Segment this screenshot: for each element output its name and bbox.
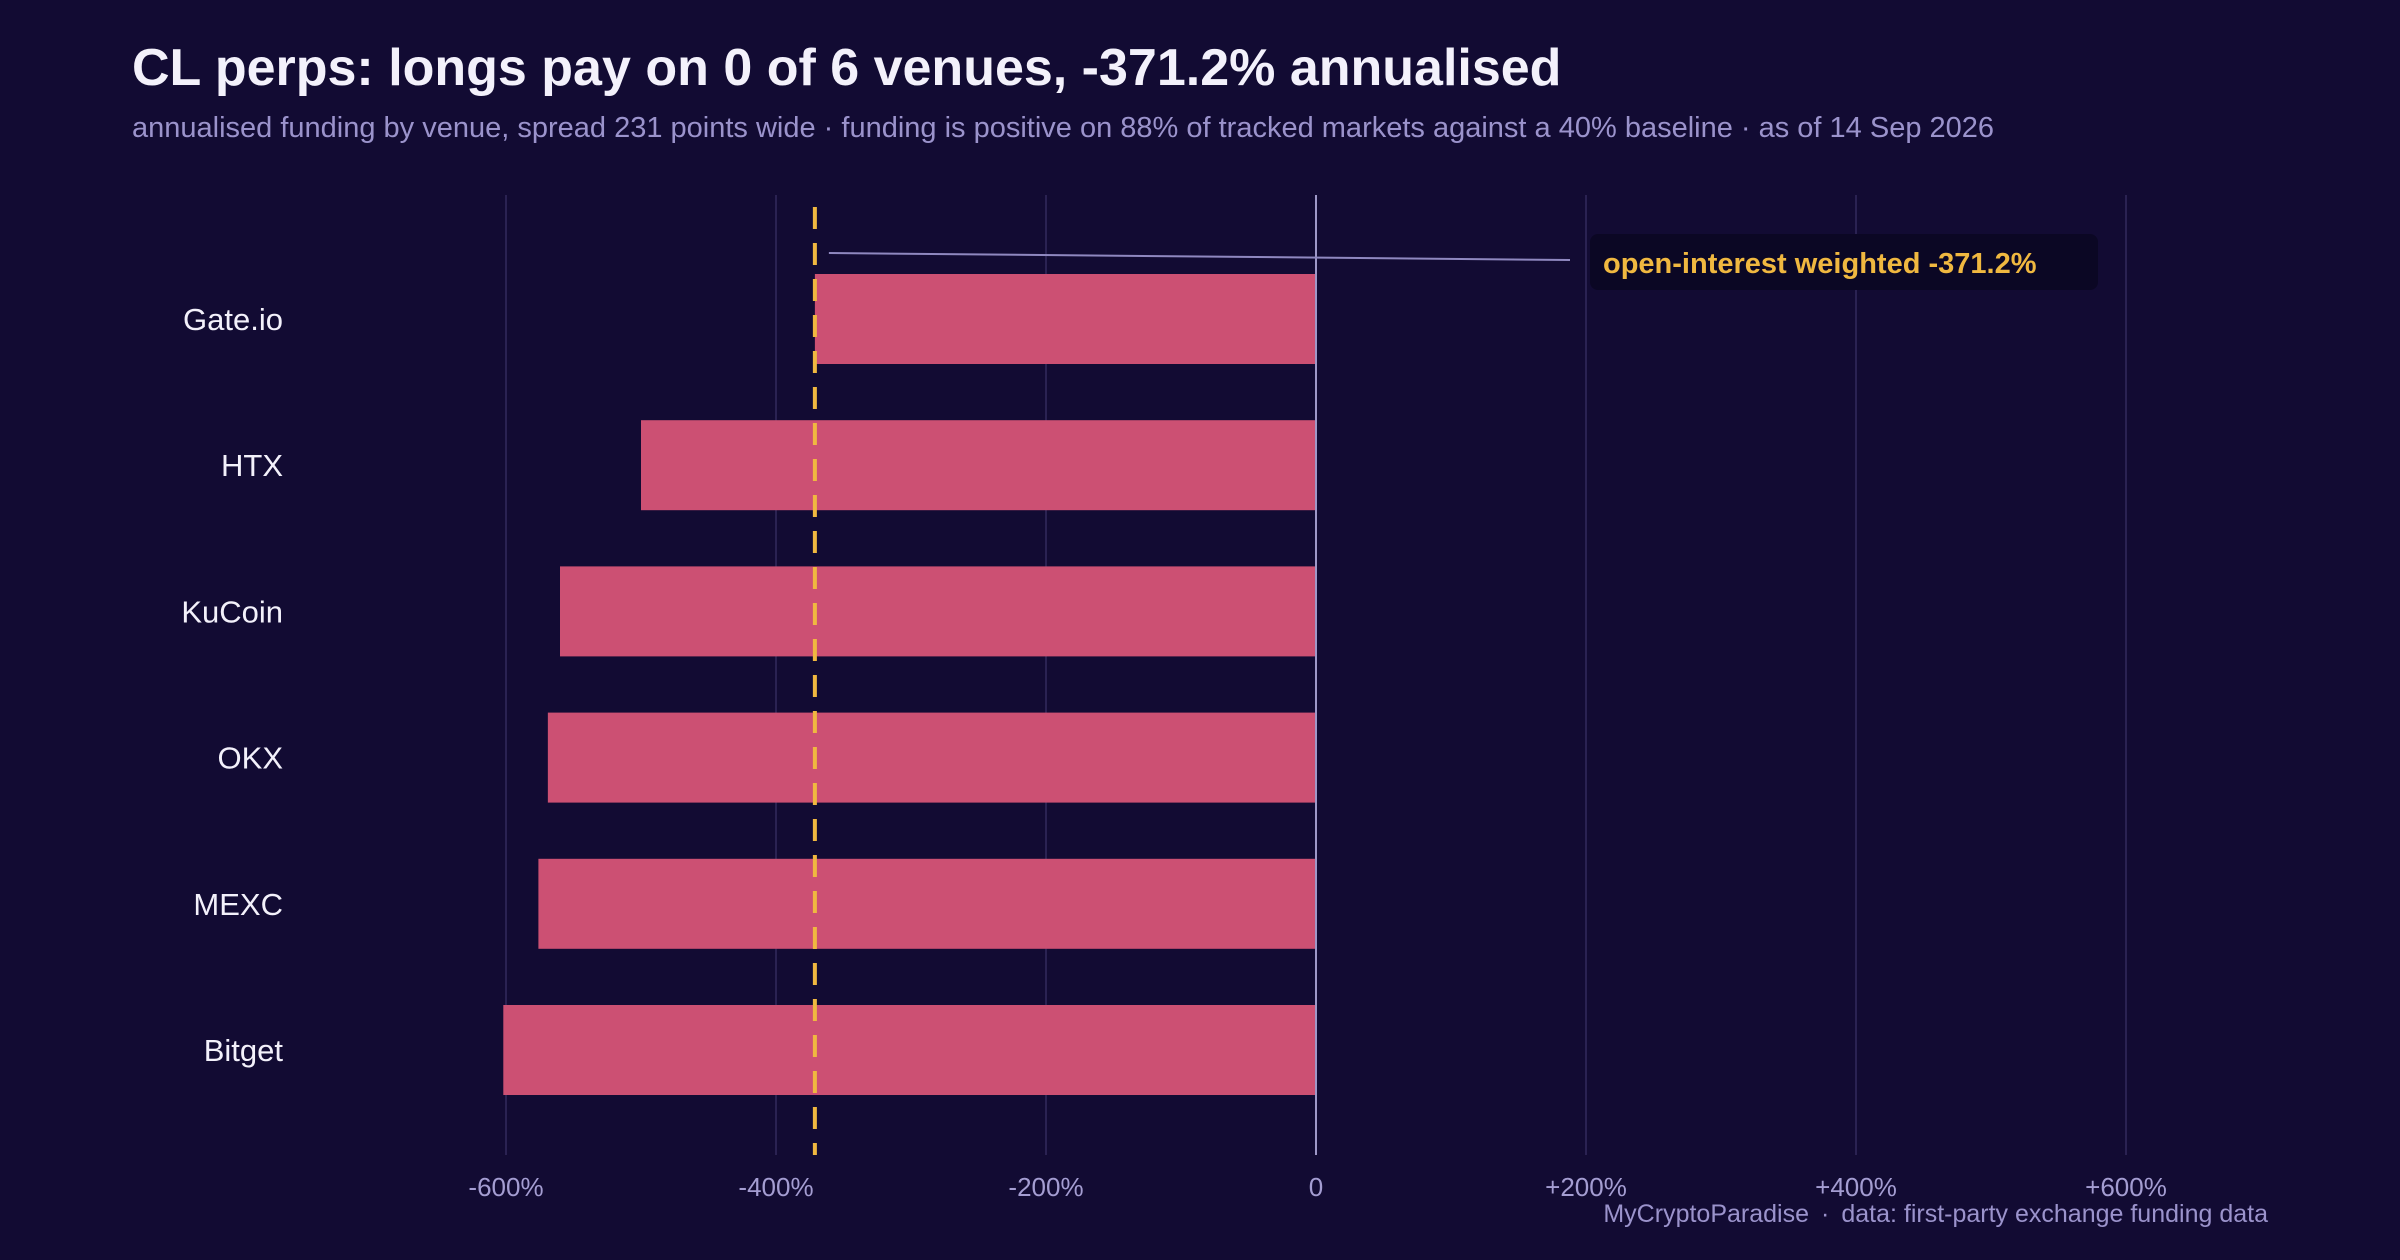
callout-label: open-interest weighted -371.2% <box>1603 248 2037 280</box>
x-tick-label: -200% <box>1008 1172 1083 1202</box>
x-tick-label: 0 <box>1309 1172 1323 1202</box>
footer: MyCryptoParadise · data: first-party excha… <box>1603 1200 2268 1229</box>
bar <box>560 566 1316 657</box>
x-tick-label: +600% <box>2085 1172 2167 1202</box>
footer-source: data: first-party exchange funding data <box>1841 1200 2268 1228</box>
venue-label: Gate.io <box>183 302 283 337</box>
x-tick-label: +200% <box>1545 1172 1627 1202</box>
gridlines <box>505 195 2127 1155</box>
bar <box>641 420 1316 511</box>
venue-label: Bitget <box>204 1033 284 1068</box>
venue-label: OKX <box>218 741 284 776</box>
chart-subtitle: annualised funding by venue, spread 231 … <box>132 112 1995 144</box>
chart-title: CL perps: longs pay on 0 of 6 venues, -3… <box>132 39 1562 97</box>
footer-brand: MyCryptoParadise <box>1603 1200 1809 1228</box>
x-tick-label: +400% <box>1815 1172 1897 1202</box>
callout-leader <box>828 252 1571 261</box>
bars <box>503 274 1316 1095</box>
venue-label: HTX <box>221 448 283 483</box>
venue-label: KuCoin <box>181 594 283 629</box>
reference-callout: open-interest weighted -371.2% <box>828 234 2098 290</box>
footer-separator: · <box>1821 1200 1830 1228</box>
bar <box>547 712 1316 803</box>
callout-box <box>1590 234 2098 290</box>
bar <box>538 858 1316 949</box>
venue-labels: Gate.io HTX KuCoin OKX MEXC Bitget <box>181 302 283 1068</box>
venue-label: MEXC <box>193 887 283 922</box>
x-tick-labels: -600% -400% -200% 0 +200% +400% +600% <box>468 1172 2166 1202</box>
x-tick-label: -600% <box>468 1172 543 1202</box>
bar <box>814 274 1316 364</box>
x-tick-label: -400% <box>738 1172 813 1202</box>
bar <box>503 1005 1316 1095</box>
